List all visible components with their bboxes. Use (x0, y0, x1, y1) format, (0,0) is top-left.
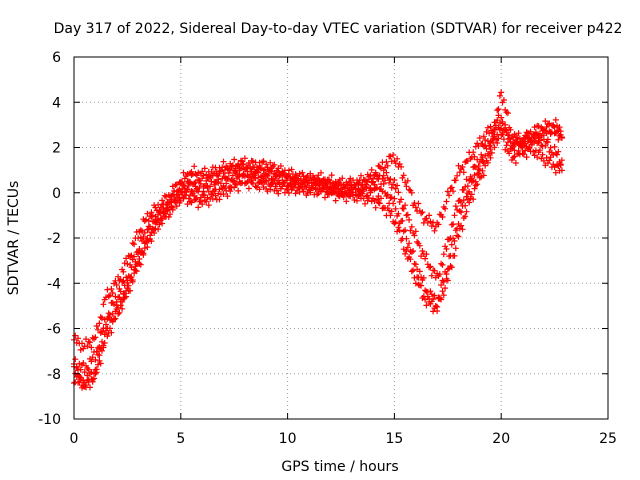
x-tick-label: 15 (385, 431, 403, 447)
x-tick-label: 0 (70, 431, 79, 447)
x-tick-label: 5 (176, 431, 185, 447)
y-tick-label: -8 (47, 367, 61, 383)
y-tick-label: -2 (47, 231, 61, 247)
x-tick-label: 20 (492, 431, 510, 447)
y-tick-label: -6 (47, 322, 61, 338)
chart-title: Day 317 of 2022, Sidereal Day-to-day VTE… (54, 21, 623, 37)
x-tick-label: 10 (279, 431, 297, 447)
y-tick-label: -10 (38, 412, 61, 428)
y-axis-label: SDTVAR / TECUs (6, 181, 22, 296)
axis-ticks: 0 5 10 15 20 25 -10 -8 -6 -4 -2 0 2 4 6 (38, 50, 617, 447)
y-tick-label: 2 (52, 141, 61, 157)
y-tick-label: -4 (47, 276, 61, 292)
y-tick-label: 0 (52, 186, 61, 202)
x-tick-label: 25 (599, 431, 617, 447)
x-axis-label: GPS time / hours (281, 459, 398, 475)
y-tick-label: 6 (52, 50, 61, 66)
y-tick-label: 4 (52, 95, 61, 111)
